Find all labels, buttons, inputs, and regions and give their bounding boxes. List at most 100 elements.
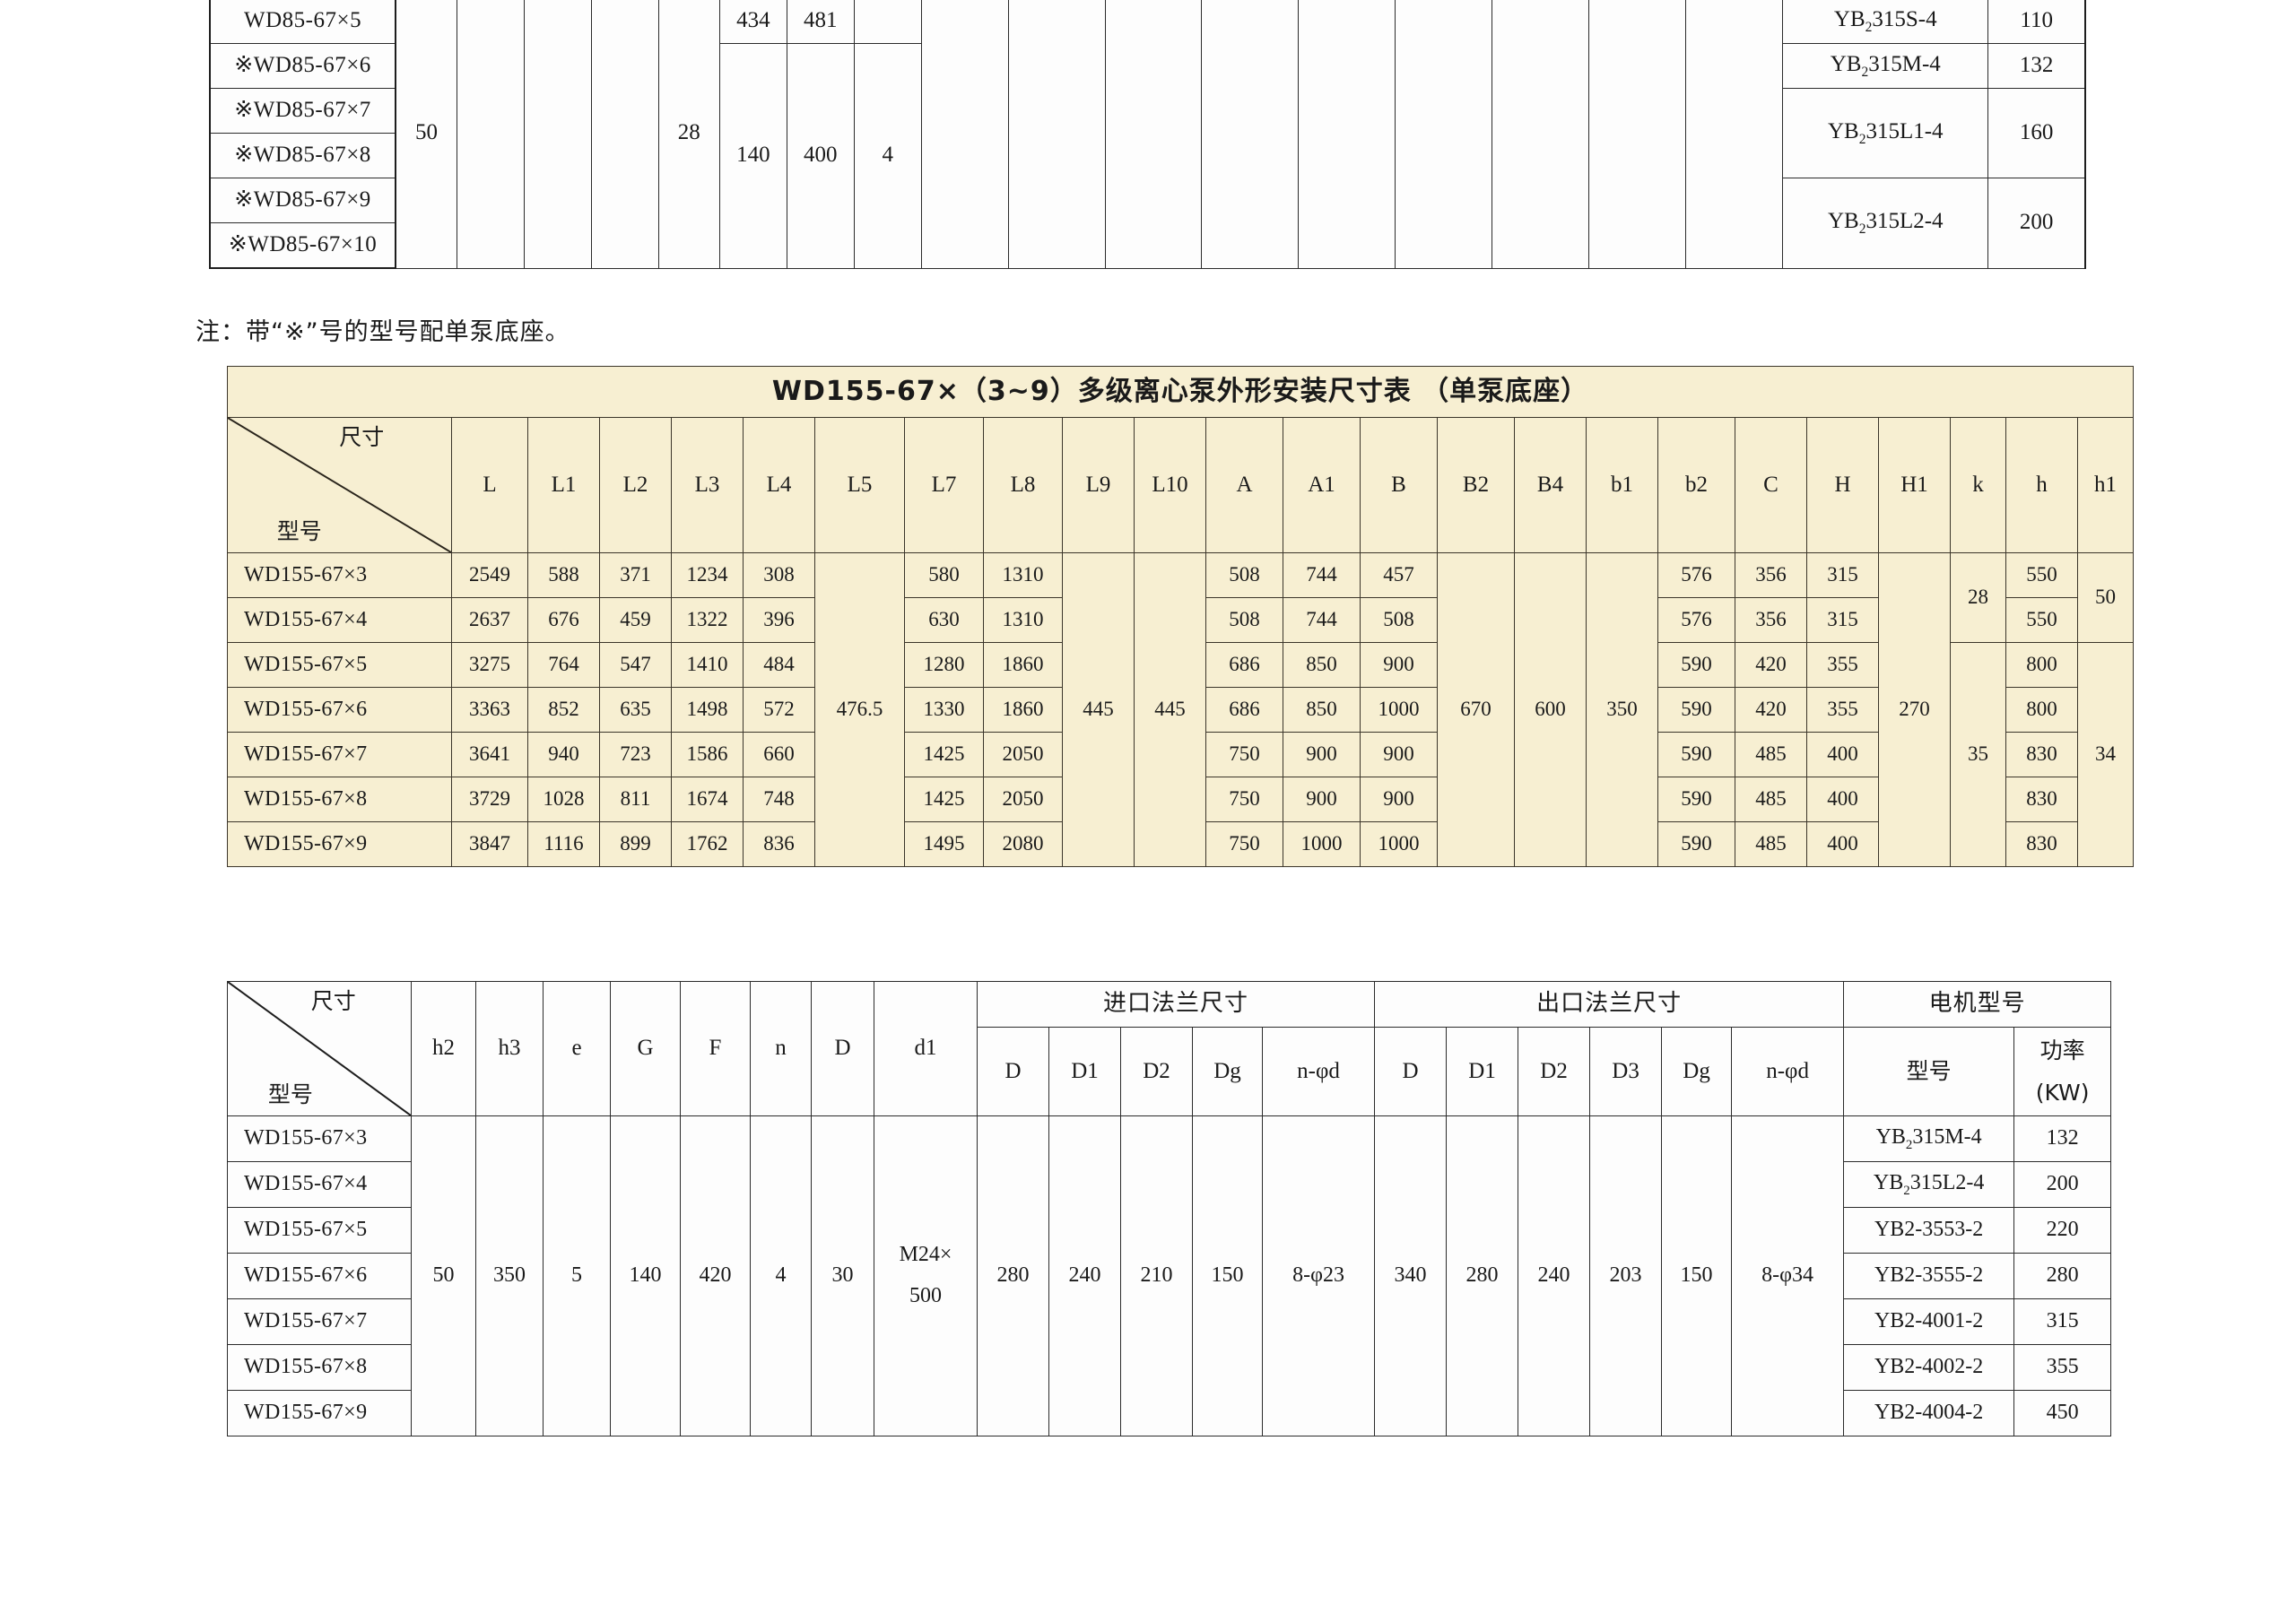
cell-C: 356 [1735, 552, 1807, 598]
col-header-A: A [1205, 417, 1283, 553]
cell-C: 420 [1735, 642, 1807, 688]
cell-outlet-D: 340 [1374, 1115, 1448, 1436]
table2: WD155-67×（3~9）多级离心泵外形安装尺寸表 （单泵底座） 尺寸 型号 … [226, 366, 2135, 867]
table-row: WD155-67×6 3363 852 635 1498 572 1330 18… [227, 687, 2134, 733]
cell-L7: 630 [904, 597, 984, 643]
cell-L5: 476.5 [814, 552, 905, 867]
cell-L4: 308 [743, 552, 815, 598]
table3: 尺寸 型号 h2 h3 e G F n D d1 进口法兰尺寸 出口法兰尺寸 电… [227, 981, 2112, 1436]
col-header-e: e [543, 981, 611, 1116]
table3-subheader-row: D D1 D2 Dg n-φd D D1 D2 D3 Dg n-φd 型号 功率… [228, 1027, 2112, 1116]
cell-L: 3363 [451, 687, 528, 733]
cell-L7: 1495 [904, 821, 984, 867]
col-header-inlet-Dg: Dg [1192, 1027, 1263, 1116]
cell-h: 830 [2005, 732, 2078, 777]
motor-model-subscript: 2 [1903, 1183, 1910, 1198]
table-row: WD155-67×9 YB2-4004-2 450 [227, 1390, 2112, 1436]
cell-C: 420 [1735, 687, 1807, 733]
group-header-inlet-flange: 进口法兰尺寸 [976, 981, 1376, 1028]
cell-motor-power: 220 [2013, 1207, 2112, 1254]
cell-L2: 899 [599, 821, 672, 867]
table-row: WD155-67×6 YB2-3555-2 280 [227, 1253, 2112, 1299]
cell-outlet-D2: 240 [1518, 1115, 1591, 1436]
cell-model: ※WD85-67×8 [208, 133, 396, 178]
col-header-outlet-D1: D1 [1446, 1027, 1519, 1116]
cell-motor-model: YB2-3555-2 [1843, 1253, 2015, 1299]
table-note: 注：带“※”号的型号配单泵底座。 [196, 318, 570, 346]
table3-group-header-row: 尺寸 型号 h2 h3 e G F n D d1 进口法兰尺寸 出口法兰尺寸 电… [227, 981, 2112, 1116]
motor-model-subscript: 2 [1858, 131, 1866, 147]
cell-motor-power: 110 [1987, 0, 2087, 44]
cell-model: WD155-67×9 [227, 1390, 412, 1436]
col-header-inlet-D: D [977, 1027, 1049, 1116]
col-header-L5: L5 [814, 417, 905, 553]
cell-outlet-nd: 8-φ34 [1731, 1115, 1845, 1436]
cell-H1: 270 [1878, 552, 1951, 867]
cell-L8: 2080 [983, 821, 1063, 867]
col-header-L: L [451, 417, 528, 553]
cell-b2: 576 [1657, 552, 1735, 598]
cell-model: WD155-67×9 [227, 821, 452, 867]
cell-inlet-D: 280 [977, 1115, 1049, 1436]
table-row: ※WD85-67×8 [208, 133, 2085, 178]
cell-C: 485 [1735, 732, 1807, 777]
cell-L3: 1234 [671, 552, 744, 598]
corner-dimension-model: 尺寸 型号 [227, 981, 412, 1116]
cell-L3: 1498 [671, 687, 744, 733]
cell-blank [1201, 0, 1300, 269]
motor-model-subscript: 2 [1905, 1137, 1913, 1152]
cell-b2: 590 [1657, 777, 1735, 822]
cell-d1-line2: 500 [909, 1284, 942, 1307]
cell-motor-model: YB2315L2-4 [1843, 1161, 2015, 1208]
col-header-C: C [1735, 417, 1807, 553]
cell-L8: 1310 [983, 597, 1063, 643]
cell-model: WD155-67×7 [227, 732, 452, 777]
cell-model: WD155-67×5 [227, 1207, 412, 1254]
cell-model: WD155-67×8 [227, 1344, 412, 1391]
cell-A1: 900 [1283, 732, 1361, 777]
cell-B: 1000 [1360, 687, 1438, 733]
cell-motor-model: YB2-4002-2 [1843, 1344, 2015, 1391]
cell-model: ※WD85-67×7 [208, 88, 396, 134]
corner-dimension-model: 尺寸 型号 [227, 417, 452, 553]
cell-L7: 1425 [904, 732, 984, 777]
motor-model-text: YB2315L1-4 [1827, 118, 1944, 147]
cell-H: 400 [1806, 732, 1879, 777]
col-header-L4: L4 [743, 417, 815, 553]
col-header-h1: h1 [2076, 417, 2135, 553]
cell-motor-model: YB2315M-4 [1782, 43, 1989, 89]
col-header-outlet-nd: n-φd [1731, 1027, 1845, 1116]
cell-C: 356 [1735, 597, 1807, 643]
cell-col-b: 50 [395, 0, 457, 269]
cell-L8: 1860 [983, 642, 1063, 688]
motor-model-text: YB2315L2-4 [1827, 208, 1944, 237]
cell-H: 315 [1806, 597, 1879, 643]
cell-A: 686 [1205, 642, 1283, 688]
table-row: WD85-67×5 50 28 434 481 YB2315S-4 1 [208, 0, 2087, 269]
motor-model-text: YB2315M-4 [1830, 51, 1941, 80]
cell-h: 800 [2005, 687, 2078, 733]
cell-A: 750 [1205, 821, 1283, 867]
cell-B: 900 [1360, 777, 1438, 822]
table-row: WD155-67×7 YB2-4001-2 315 [227, 1298, 2112, 1345]
cell-H: 400 [1806, 777, 1879, 822]
cell-L3: 1762 [671, 821, 744, 867]
cell-L8: 2050 [983, 732, 1063, 777]
col-header-L10: L10 [1134, 417, 1206, 553]
table2-title: WD155-67×（3~9）多级离心泵外形安装尺寸表 （单泵底座） [226, 366, 2135, 418]
cell-blank [1104, 0, 1203, 269]
cell-h: 550 [2005, 597, 2078, 643]
cell-blank [523, 0, 592, 269]
table-row: WD155-67×4 2637 676 459 1322 396 630 131… [227, 597, 2134, 643]
cell-L1: 940 [527, 732, 600, 777]
cell-motor-model: YB2-3553-2 [1843, 1207, 2015, 1254]
motor-model-subscript: 2 [1858, 221, 1866, 237]
table-row: ※WD85-67×10 [208, 222, 2085, 269]
cell-B: 508 [1360, 597, 1438, 643]
cell-L: 3275 [451, 642, 528, 688]
table2-title-row: WD155-67×（3~9）多级离心泵外形安装尺寸表 （单泵底座） [226, 366, 2135, 418]
cell-b2: 590 [1657, 821, 1735, 867]
cell-b2: 590 [1657, 732, 1735, 777]
col-header-H1: H1 [1878, 417, 1951, 553]
